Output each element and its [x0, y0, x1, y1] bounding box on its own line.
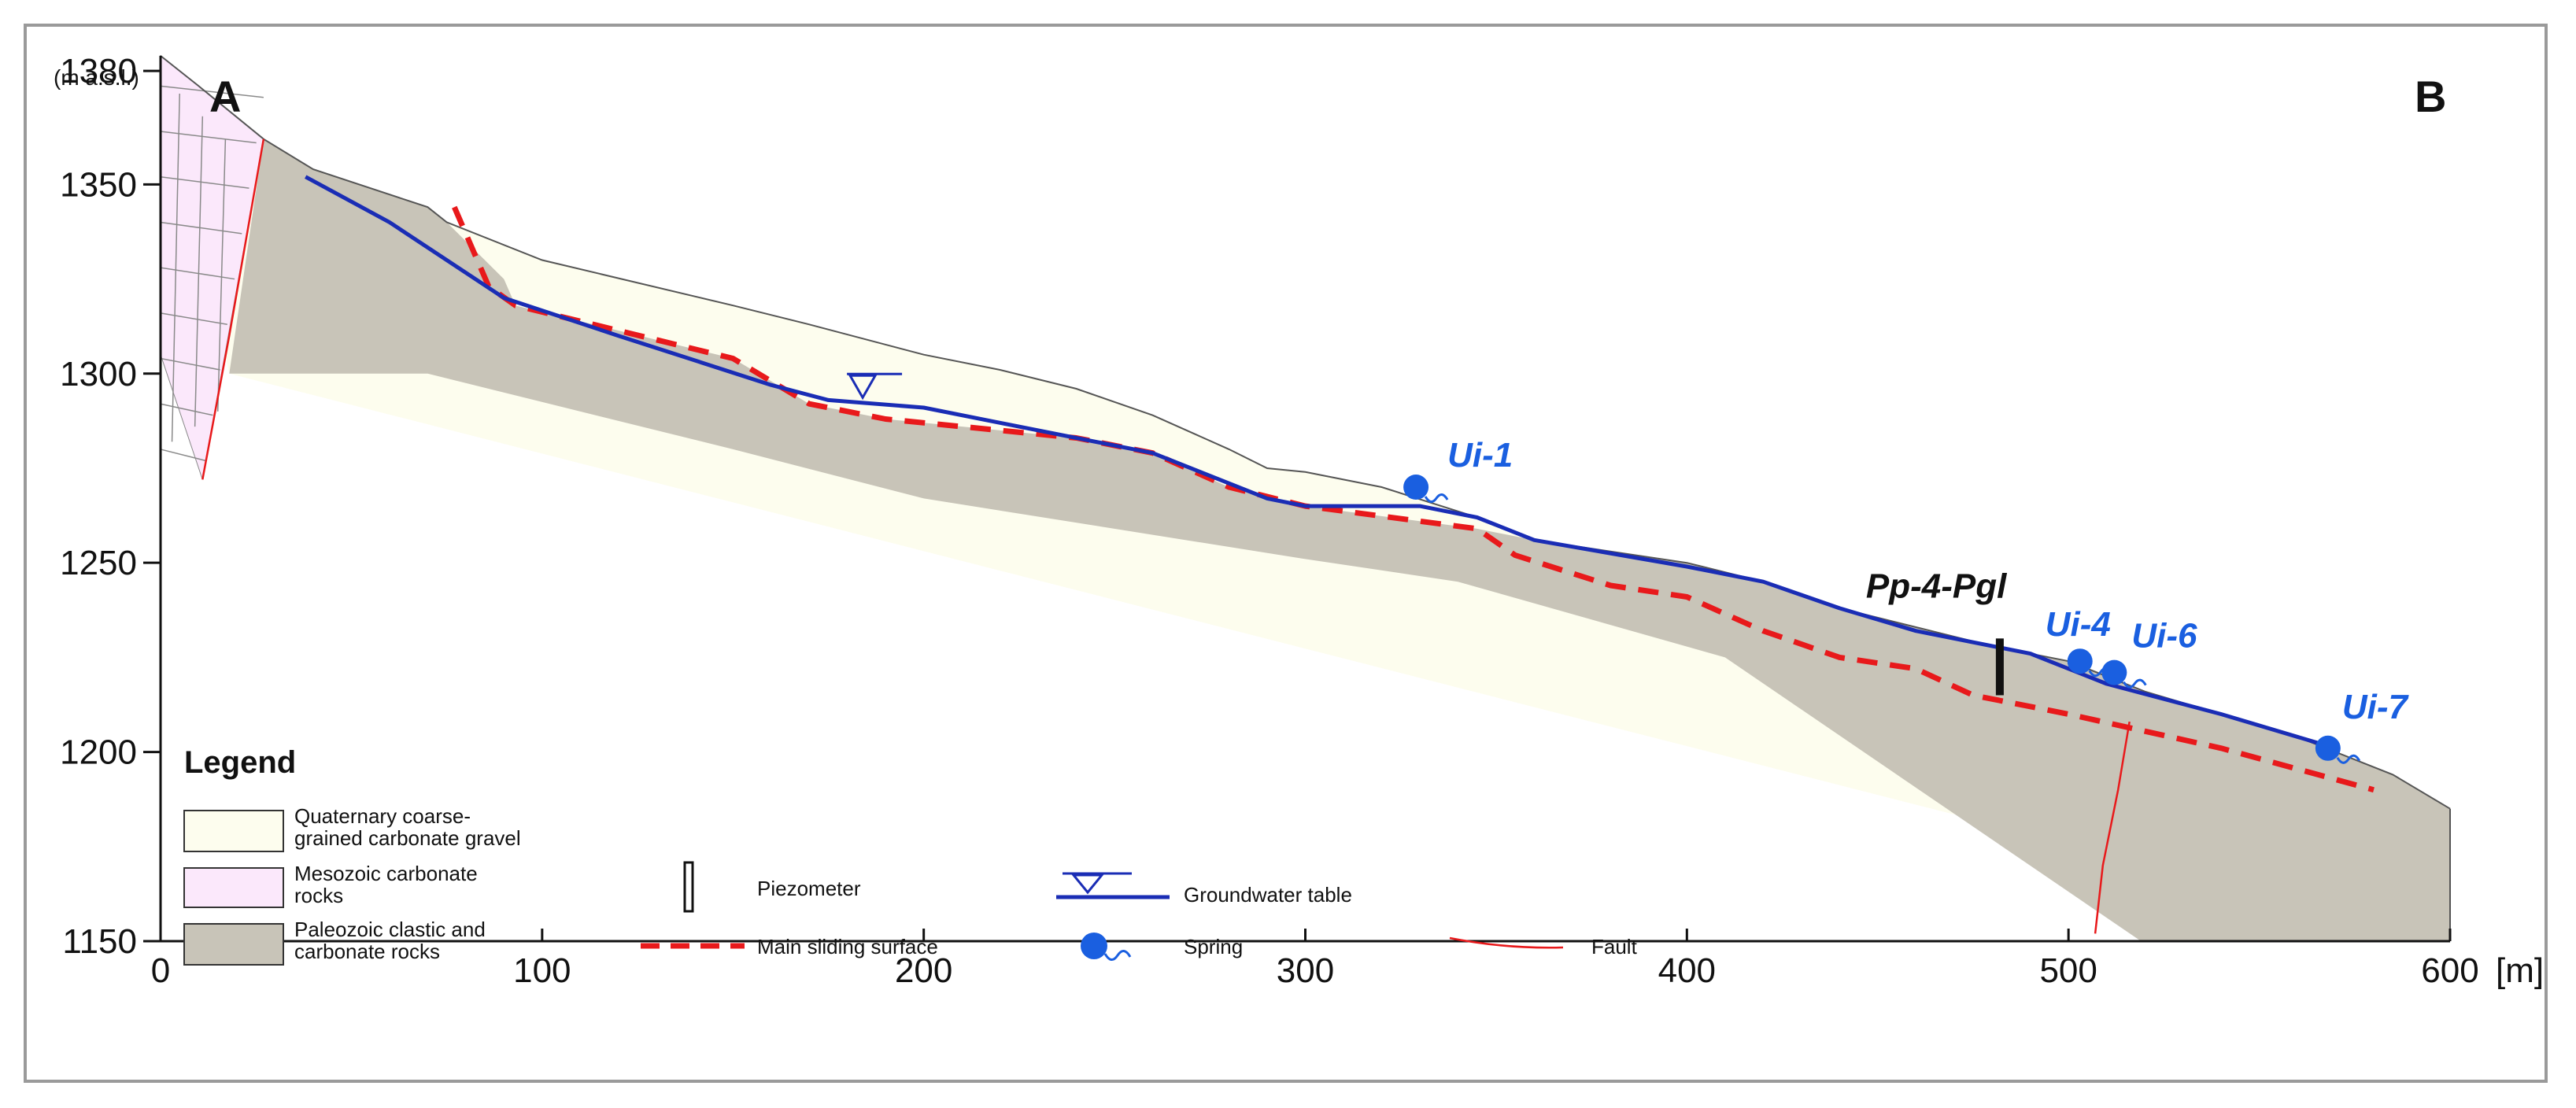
x-tick-label: 200: [895, 951, 952, 990]
cross-section-diagram: 0 100 200 300 400 500 600 [m] 1150 1200 1250 1300 13…: [54, 52, 2544, 990]
spring-wave: [1424, 493, 1449, 504]
legend-spring-symbol: [1081, 933, 1132, 961]
x-tick-label: 0: [151, 951, 170, 990]
legend-mesozoic-label-2: rocks: [294, 884, 343, 907]
bedding-line: [160, 131, 257, 144]
bedding-line: [160, 176, 249, 189]
legend-piezometer-label: Piezometer: [757, 877, 861, 900]
bedding-line: [160, 85, 264, 98]
legend-fault-symbol: [1449, 936, 1564, 949]
figure-frame: 0 100 200 300 400 500 600 [m] 1150 1200 1250 1300 13…: [24, 24, 2548, 1083]
x-axis-unit-label: [m]: [2496, 951, 2544, 990]
mesozoic-bedding-pattern: [160, 85, 264, 462]
legend: Legend Quaternary coarse- grained carbon…: [183, 745, 1638, 966]
y-tick-label: 1200: [60, 733, 137, 772]
bedding-line: [160, 357, 220, 371]
joint-line: [194, 116, 204, 427]
spring-marker: Ui-6: [2101, 617, 2197, 689]
legend-spring-label: Spring: [1184, 935, 1243, 958]
legend-sliding-surface-label: Main sliding surface: [757, 935, 938, 958]
x-tick-label: 300: [1277, 951, 1334, 990]
y-tick-label: 1380: [60, 52, 137, 90]
groundwater-table: [305, 175, 2337, 751]
spring-marker: Ui-4: [2046, 605, 2113, 678]
x-tick-label: 100: [513, 951, 571, 990]
legend-gravel-label-1: Quaternary coarse-: [294, 804, 471, 828]
legend-gravel-label-2: grained carbonate gravel: [294, 826, 521, 850]
spring-wave: [2336, 754, 2361, 764]
legend-gravel-swatch: [183, 810, 284, 852]
spring-dot: [1403, 475, 1429, 500]
water-table-marker-triangle: [848, 374, 878, 401]
legend-piezometer-symbol: [683, 861, 694, 913]
spring-dot: [2315, 735, 2341, 761]
spring-marker: Ui-1: [1403, 436, 1513, 504]
x-tick-label: 600: [2421, 951, 2478, 990]
bedding-line: [160, 403, 213, 416]
spring-label: Ui-4: [2046, 605, 2111, 644]
fault-line: [201, 138, 265, 480]
legend-fault-label: Fault: [1591, 935, 1638, 958]
spring-label: Ui-1: [1447, 436, 1513, 475]
paleozoic-unit: [229, 138, 2450, 941]
y-tick-label: 1300: [60, 355, 137, 393]
spring-dot: [2101, 659, 2127, 685]
spring-marker: Ui-7: [2315, 688, 2410, 764]
legend-mesozoic-label-1: Mesozoic carbonate: [294, 862, 478, 885]
section-end-label: B: [2415, 72, 2446, 121]
legend-mesozoic-swatch: [183, 867, 284, 908]
spring-label: Ui-6: [2131, 617, 2197, 656]
spring-dot: [2067, 648, 2093, 674]
legend-groundwater-label: Groundwater table: [1184, 883, 1352, 907]
x-tick-label: 400: [1658, 951, 1716, 990]
y-tick-label: 1250: [60, 544, 137, 582]
fault-line: [2094, 721, 2131, 934]
y-axis-unit-label: (m a.s.l.): [54, 65, 139, 90]
joint-line: [216, 138, 227, 412]
spring-label: Ui-7: [2342, 688, 2410, 726]
bedding-line: [160, 449, 206, 462]
legend-title: Legend: [184, 745, 296, 780]
y-tick-label: 1150: [62, 922, 137, 961]
y-tick-label: 1350: [60, 165, 137, 204]
legend-paleozoic-swatch: [183, 923, 284, 966]
legend-paleozoic-label-1: Paleozoic clastic and: [294, 918, 486, 941]
bedding-line: [160, 221, 242, 235]
piezometer-label: Pp-4-Pgl: [1866, 567, 2007, 605]
x-tick-label: 500: [2039, 951, 2097, 990]
bedding-line: [160, 267, 235, 280]
geology-layer: [160, 54, 2451, 941]
bedding-line: [160, 312, 227, 326]
legend-paleozoic-label-2: carbonate rocks: [294, 940, 440, 963]
section-start-label: A: [209, 72, 241, 121]
markers: Pp-4-Pgl Ui-1 Ui-4 Ui-6 Ui-7: [847, 372, 2410, 764]
piezometer-marker: [1995, 638, 2004, 696]
spring-wave: [2123, 678, 2147, 689]
joint-line: [171, 93, 180, 442]
axes: 0 100 200 300 400 500 600 [m] 1150 1200 1250 1300 13…: [60, 52, 2544, 990]
legend-groundwater-symbol: [1056, 872, 1170, 899]
